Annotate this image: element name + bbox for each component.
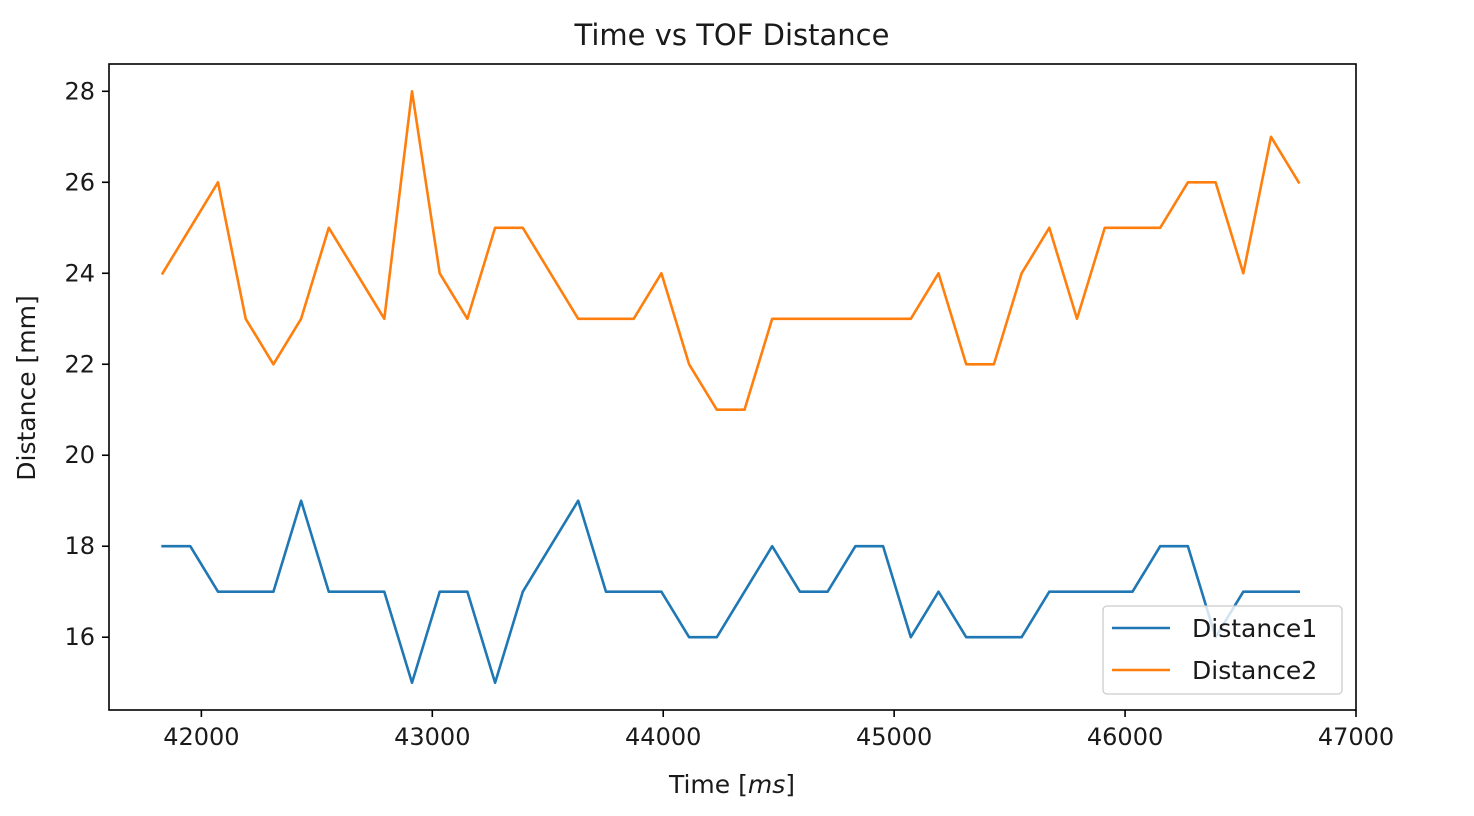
y-axis: 16 18 20 22 24 26 28 bbox=[64, 77, 109, 651]
x-tick-label: 43000 bbox=[394, 723, 470, 751]
y-tick-label: 26 bbox=[64, 168, 95, 196]
x-axis: 42000 43000 44000 45000 46000 47000 bbox=[163, 710, 1394, 751]
series-line-distance2 bbox=[160, 90, 1301, 412]
y-tick-label: 18 bbox=[64, 532, 95, 560]
y-tick-label: 22 bbox=[64, 350, 95, 378]
series-line-distance1 bbox=[161, 499, 1300, 685]
y-axis-label: Distance [mm] bbox=[12, 295, 41, 480]
x-tick-label: 47000 bbox=[1318, 723, 1394, 751]
x-tick-label: 42000 bbox=[163, 723, 239, 751]
legend-label-distance1: Distance1 bbox=[1192, 614, 1317, 643]
x-tick-label: 45000 bbox=[856, 723, 932, 751]
y-tick-label: 20 bbox=[64, 441, 95, 469]
y-tick-label: 28 bbox=[64, 77, 95, 105]
y-tick-label: 24 bbox=[64, 259, 95, 287]
legend: Distance1 Distance2 bbox=[1102, 605, 1343, 695]
x-axis-label: Time [ms] bbox=[668, 770, 795, 799]
x-tick-label: 46000 bbox=[1087, 723, 1163, 751]
plot-frame bbox=[108, 63, 1357, 711]
chart-title: Time vs TOF Distance bbox=[574, 18, 890, 52]
legend-label-distance2: Distance2 bbox=[1192, 656, 1317, 685]
series-layer bbox=[160, 90, 1301, 685]
y-tick-label: 16 bbox=[64, 623, 95, 651]
x-tick-label: 44000 bbox=[625, 723, 701, 751]
